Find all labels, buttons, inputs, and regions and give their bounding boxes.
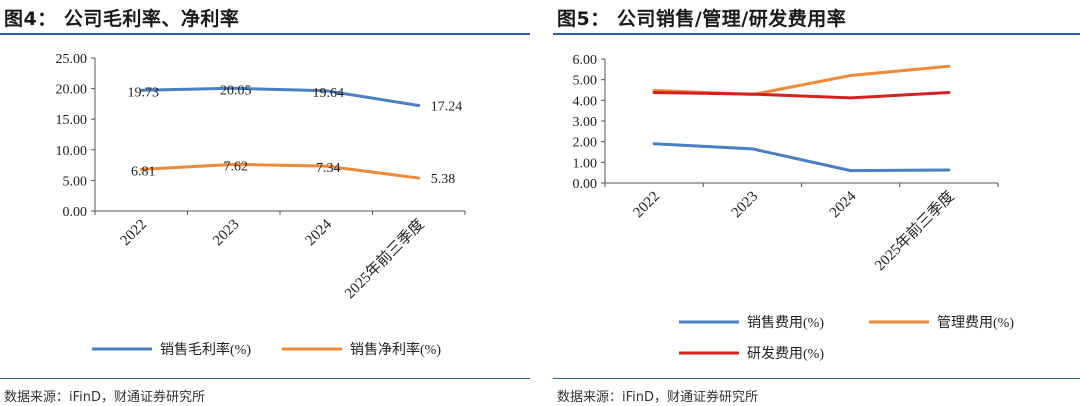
right-x-tick-label: 2023 [729,189,762,222]
right-y-tick-label: 0.00 [573,177,598,192]
right-y-tick-label: 2.00 [573,136,598,151]
left-y-tick-label: 5.00 [63,174,88,189]
right-legend-label-0: 销售费用(%) [747,315,824,331]
right-panel: 图5： 公司销售/管理/研发费用率 0.00 1.00 2.00 3.00 4.00 5.… [553,0,1080,406]
left-data-label: 20.05 [220,83,252,98]
right-chart-title: 图5： 公司销售/管理/研发费用率 [557,8,847,30]
left-data-label: 7.62 [224,159,249,174]
left-y-tick-label: 0.00 [63,205,88,220]
right-line-chart: 0.00 1.00 2.00 3.00 4.00 5.00 6.00 2022 2023 2024… [573,53,1015,362]
left-series-line-0 [139,86,421,107]
left-x-tick-label: 2023 [210,217,243,250]
left-data-label: 6.81 [131,164,156,179]
left-x-tick-label: 2022 [118,217,151,250]
right-series-line-2 [652,90,951,100]
left-series-line-1 [139,162,421,180]
right-legend-label-2: 研发费用(%) [747,346,824,362]
right-bottom-rule [553,378,1080,379]
right-series-line-0 [652,142,951,173]
left-y-tick-label: 20.00 [56,83,88,98]
right-y-tick-label: 6.00 [573,53,598,68]
left-bottom-rule [0,378,530,379]
right-legend-label-1: 管理费用(%) [937,315,1014,331]
right-series-line-1 [652,64,951,97]
left-data-label: 19.64 [313,86,345,101]
left-y-tick-label: 25.00 [56,52,88,67]
right-x-tick-label: 2025年前三季度 [871,188,957,274]
left-panel: 图4： 公司毛利率、净利率 0.00 5.00 10.00 15.00 20.00 25.… [0,0,530,406]
right-y-tick-label: 4.00 [573,94,598,109]
right-y-tick-label: 3.00 [573,115,598,130]
left-line-chart: 0.00 5.00 10.00 15.00 20.00 25.00 2022 2023 2024… [56,52,466,358]
left-top-rule [0,33,530,35]
left-legend-label-0: 销售毛利率(%) [160,341,251,358]
right-y-tick-label: 1.00 [573,156,598,171]
left-data-label: 17.24 [431,99,463,114]
left-data-label: 5.38 [431,172,456,187]
left-data-label: 19.73 [128,85,160,100]
right-x-tick-label: 2024 [827,188,860,221]
left-y-tick-label: 10.00 [56,144,88,159]
left-data-label: 7.34 [316,161,341,176]
left-legend-label-1: 销售净利率(%) [350,341,441,358]
left-x-tick-label: 2025年前三季度 [341,216,427,302]
right-top-rule [553,33,1080,35]
right-x-tick-label: 2022 [630,189,663,222]
left-y-tick-label: 15.00 [56,113,88,128]
left-chart-title: 图4： 公司毛利率、净利率 [4,8,240,30]
right-y-tick-label: 5.00 [573,74,598,89]
left-x-tick-label: 2024 [303,216,336,249]
left-source-note: 数据来源：iFinD，财通证券研究所 [4,390,206,405]
right-source-note: 数据来源：iFinD，财通证券研究所 [557,390,759,405]
